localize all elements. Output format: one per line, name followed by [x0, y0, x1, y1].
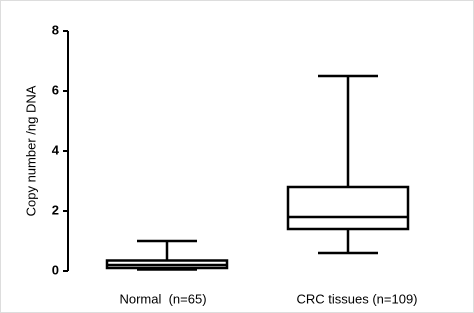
- y-tick-label: 4: [52, 142, 60, 157]
- x-tick-label: Normal (n=65): [119, 291, 206, 306]
- x-tick-label: CRC tissues (n=109): [296, 291, 417, 306]
- y-axis-label: Copy number /ng DNA: [23, 85, 38, 216]
- y-tick-label: 6: [52, 82, 59, 97]
- y-tick-label: 8: [52, 22, 59, 37]
- y-tick-label: 2: [52, 202, 59, 217]
- y-tick-label: 0: [52, 262, 59, 277]
- box: [286, 185, 410, 231]
